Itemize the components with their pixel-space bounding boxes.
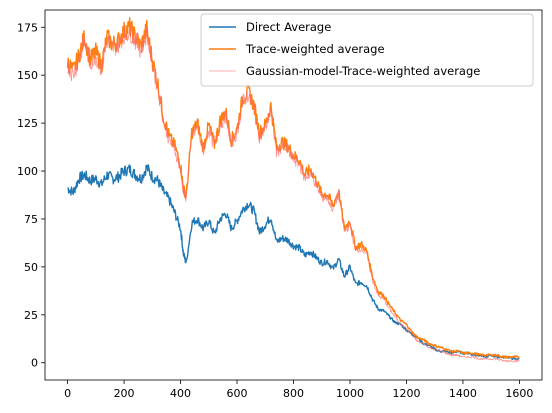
x-tick-label: 1200 <box>392 387 420 400</box>
x-tick-label: 800 <box>283 387 304 400</box>
x-tick-label: 0 <box>64 387 71 400</box>
y-axis: 0 25 50 75 100 125 150 175 <box>17 21 45 370</box>
x-tick-label: 200 <box>114 387 135 400</box>
legend: Direct Average Trace-weighted average Ga… <box>200 13 534 87</box>
series-layer <box>66 17 520 363</box>
x-tick-label: 1000 <box>336 387 364 400</box>
x-tick-label: 400 <box>170 387 191 400</box>
x-tick-label: 600 <box>227 387 248 400</box>
series-gaussian-model-trace-weighted-average <box>67 21 520 363</box>
legend-label-gaussian-model-trace-weighted-average: Gaussian-model-Trace-weighted average <box>246 64 480 78</box>
x-axis: 0 200 400 600 800 1000 1200 1400 1600 <box>64 380 533 400</box>
x-tick-label: 1400 <box>449 387 477 400</box>
y-tick-label: 50 <box>24 261 38 274</box>
y-tick-label: 25 <box>24 309 38 322</box>
legend-label-direct-average: Direct Average <box>246 20 331 34</box>
series-direct-average <box>67 164 520 361</box>
y-tick-label: 0 <box>31 357 38 370</box>
y-tick-label: 150 <box>17 69 38 82</box>
x-tick-label: 1600 <box>505 387 533 400</box>
legend-label-trace-weighted-average: Trace-weighted average <box>245 42 385 56</box>
y-tick-label: 75 <box>24 213 38 226</box>
y-tick-label: 175 <box>17 21 38 34</box>
y-tick-label: 125 <box>17 117 38 130</box>
legend-box <box>200 13 534 87</box>
y-tick-label: 100 <box>17 165 38 178</box>
